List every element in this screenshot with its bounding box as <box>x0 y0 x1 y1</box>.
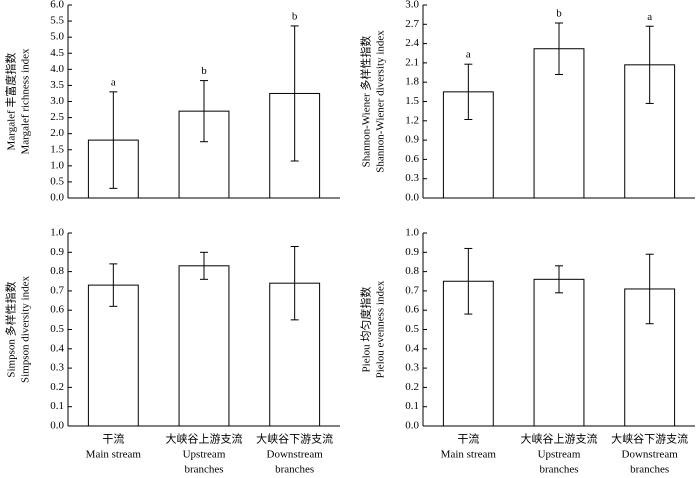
bar <box>178 265 230 427</box>
y-tick-label: 2.0 <box>50 127 64 139</box>
x-tick-label: branches <box>184 464 223 476</box>
x-tick-label: Main stream <box>441 449 497 461</box>
x-tick-label: 大峡谷上游支流 <box>521 432 598 446</box>
y-tick-label: 0.1 <box>405 400 419 412</box>
x-tick-label: 干流 <box>102 432 124 446</box>
y-tick-label: 0.6 <box>50 304 64 316</box>
y-tick-label: 0.3 <box>405 362 419 374</box>
y-axis-label: Pielou 均匀度指数 <box>359 287 373 373</box>
significance-label: b <box>201 65 207 77</box>
y-tick-label: 0.5 <box>50 323 64 335</box>
x-tick-label: Upstream <box>538 449 581 461</box>
y-axis-label: Margalef richness index <box>20 48 32 155</box>
y-tick-label: 3.5 <box>50 79 64 91</box>
y-tick-label: 0.3 <box>50 362 64 374</box>
significance-label: a <box>466 49 471 61</box>
y-tick-label: 0.0 <box>405 192 419 204</box>
x-tick-label: branches <box>539 464 578 476</box>
y-tick-label: 0.3 <box>405 172 419 184</box>
y-tick-label: 0.0 <box>50 420 64 432</box>
y-tick-label: 1.0 <box>405 227 419 239</box>
y-tick-label: 0.9 <box>405 246 419 258</box>
y-tick-label: 0.4 <box>405 342 419 354</box>
y-tick-label: 0.7 <box>405 284 419 296</box>
y-tick-label: 1.5 <box>50 143 64 155</box>
y-tick-label: 3.0 <box>50 95 64 107</box>
y-tick-label: 2.4 <box>405 37 419 49</box>
y-axis-label: Pielou evenness index <box>375 280 387 378</box>
y-tick-label: 0.6 <box>405 153 419 165</box>
y-tick-label: 2.1 <box>405 56 419 68</box>
y-tick-label: 0.8 <box>50 265 64 277</box>
y-axis-label: Simpson 多样性指数 <box>4 281 18 377</box>
bar <box>87 284 139 427</box>
y-tick-label: 0.5 <box>50 175 64 187</box>
significance-label: a <box>647 11 652 23</box>
y-axis-label: Simpson diversity index <box>20 276 32 383</box>
y-axis-label: Margalef 丰富度指数 <box>4 53 18 151</box>
significance-label: a <box>111 76 116 88</box>
significance-label: b <box>556 8 562 20</box>
y-tick-label: 0.2 <box>50 381 64 393</box>
y-tick-label: 0.6 <box>405 304 419 316</box>
y-tick-label: 1.2 <box>405 114 419 126</box>
y-tick-label: 0.7 <box>50 284 64 296</box>
y-tick-label: 2.7 <box>405 18 419 30</box>
y-tick-label: 1.0 <box>50 227 64 239</box>
y-tick-label: 5.0 <box>50 31 64 43</box>
y-tick-label: 3.0 <box>405 0 419 11</box>
x-tick-label: 大峡谷下游支流 <box>256 432 333 446</box>
y-tick-label: 0.2 <box>405 381 419 393</box>
y-tick-label: 5.5 <box>50 15 64 27</box>
x-tick-label: branches <box>275 464 314 476</box>
y-tick-label: 2.5 <box>50 111 64 123</box>
y-tick-label: 1.5 <box>405 95 419 107</box>
y-tick-label: 1.0 <box>50 159 64 171</box>
y-tick-label: 6.0 <box>50 0 64 11</box>
x-tick-label: 大峡谷下游支流 <box>611 432 688 446</box>
significance-label: b <box>292 10 298 22</box>
x-tick-label: Upstream <box>183 449 226 461</box>
y-tick-label: 0.9 <box>405 134 419 146</box>
x-tick-label: Downstream <box>622 449 679 461</box>
y-tick-label: 4.0 <box>50 63 64 75</box>
bar <box>533 278 585 427</box>
y-tick-label: 4.5 <box>50 47 64 59</box>
y-axis-label: Shannon-Wiener diversity index <box>375 30 387 173</box>
y-tick-label: 0.0 <box>50 192 64 204</box>
x-tick-label: 大峡谷上游支流 <box>166 432 243 446</box>
y-tick-label: 0.4 <box>50 342 64 354</box>
y-tick-label: 1.8 <box>405 76 419 88</box>
x-tick-label: Main stream <box>86 449 142 461</box>
x-tick-label: 干流 <box>457 432 479 446</box>
y-tick-label: 0.5 <box>405 323 419 335</box>
y-tick-label: 0.8 <box>405 265 419 277</box>
y-tick-label: 0.0 <box>405 420 419 432</box>
y-tick-label: 0.9 <box>50 246 64 258</box>
y-tick-label: 0.1 <box>50 400 64 412</box>
y-axis-label: Shannon-Wiener 多样性指数 <box>359 36 373 168</box>
x-tick-label: Downstream <box>267 449 324 461</box>
x-tick-label: branches <box>630 464 669 476</box>
